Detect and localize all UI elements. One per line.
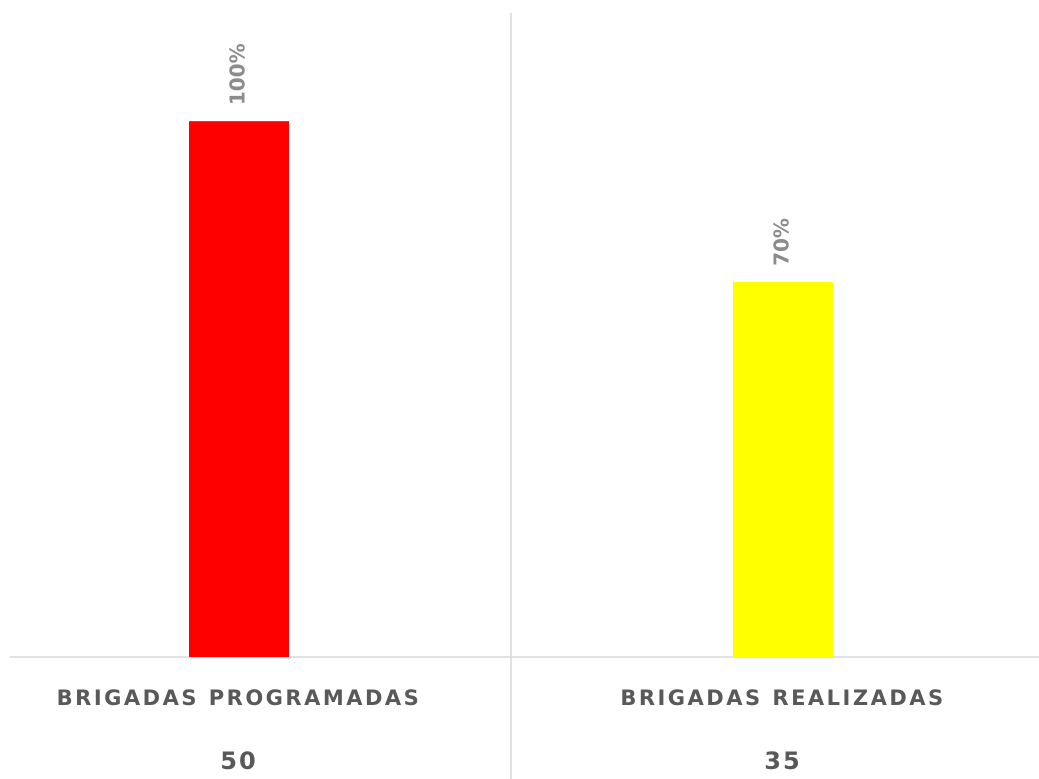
x-tick-label: BRIGADAS PROGRAMADAS	[57, 686, 422, 710]
count-label: 35	[764, 747, 801, 775]
bar	[733, 281, 833, 657]
value-label: 70%	[770, 218, 794, 266]
count-label: 50	[220, 747, 257, 775]
value-label: 100%	[226, 43, 250, 105]
bar	[189, 121, 289, 657]
x-tick-label: BRIGADAS REALIZADAS	[620, 686, 945, 710]
